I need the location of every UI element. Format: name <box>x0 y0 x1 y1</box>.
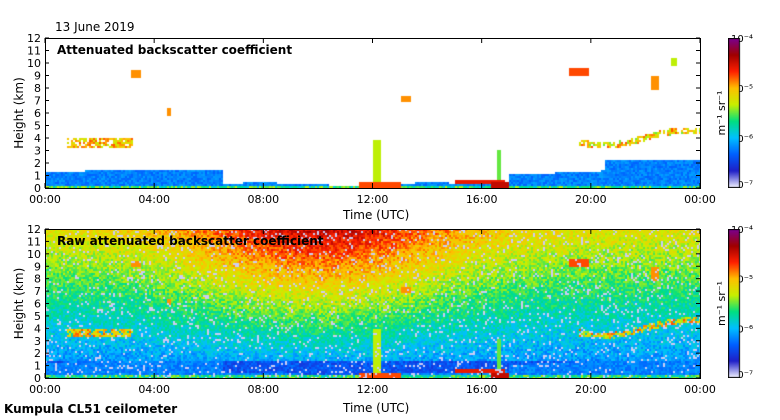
y-tick-label: 4 <box>34 132 41 145</box>
instrument-label: Kumpula CL51 ceilometer <box>4 402 178 416</box>
heatmap-attenuated <box>45 38 700 188</box>
y-tick-label: 2 <box>34 347 41 360</box>
panel-title: Raw attenuated backscatter coefficient <box>57 234 324 248</box>
colorbar-label: m⁻¹ sr⁻¹ <box>715 91 728 136</box>
y-tick-label: 7 <box>34 95 41 108</box>
x-axis-label: Time (UTC) <box>343 208 410 222</box>
y-tick-label: 8 <box>34 273 41 286</box>
y-tick-label: 0 <box>34 372 41 385</box>
y-tick-label: 6 <box>34 107 41 120</box>
y-tick-label: 2 <box>34 157 41 170</box>
x-tick-label: 00:00 <box>684 383 716 396</box>
y-tick-label: 9 <box>34 70 41 83</box>
x-tick-label: 20:00 <box>575 193 607 206</box>
x-tick-label: 00:00 <box>684 193 716 206</box>
y-tick-label: 5 <box>34 120 41 133</box>
colorbar-attenuated <box>728 38 766 188</box>
x-tick-label: 08:00 <box>247 383 279 396</box>
y-tick-label: 3 <box>34 335 41 348</box>
x-axis-label: Time (UTC) <box>343 401 410 415</box>
x-tick-label: 12:00 <box>357 383 389 396</box>
y-tick-label: 4 <box>34 322 41 335</box>
x-tick-label: 00:00 <box>29 383 61 396</box>
y-tick-label: 0 <box>34 182 41 195</box>
y-tick-label: 12 <box>27 32 41 45</box>
y-tick-label: 11 <box>27 235 41 248</box>
y-tick-label: 7 <box>34 285 41 298</box>
colorbar-raw <box>728 229 766 378</box>
y-tick-label: 6 <box>34 298 41 311</box>
y-tick-label: 10 <box>27 57 41 70</box>
y-tick-label: 5 <box>34 310 41 323</box>
plot-frame <box>45 229 701 379</box>
x-tick-label: 12:00 <box>357 193 389 206</box>
y-tick-label: 10 <box>27 248 41 261</box>
y-tick-label: 3 <box>34 145 41 158</box>
x-tick-label: 04:00 <box>138 383 170 396</box>
y-tick-label: 1 <box>34 170 41 183</box>
y-tick-label: 8 <box>34 82 41 95</box>
colorbar-label: m⁻¹ sr⁻¹ <box>715 281 728 326</box>
panel-title: Attenuated backscatter coefficient <box>57 43 293 57</box>
y-tick-label: 9 <box>34 260 41 273</box>
y-axis-label: Height (km) <box>12 268 26 339</box>
y-tick-label: 11 <box>27 45 41 58</box>
x-tick-label: 16:00 <box>466 383 498 396</box>
x-tick-label: 04:00 <box>138 193 170 206</box>
x-tick-label: 00:00 <box>29 193 61 206</box>
y-tick-label: 1 <box>34 360 41 373</box>
x-tick-label: 20:00 <box>575 383 607 396</box>
date-label: 13 June 2019 <box>55 20 135 34</box>
y-axis-label: Height (km) <box>12 77 26 148</box>
heatmap-raw <box>45 229 700 378</box>
x-tick-label: 08:00 <box>247 193 279 206</box>
x-tick-label: 16:00 <box>466 193 498 206</box>
y-tick-label: 12 <box>27 223 41 236</box>
